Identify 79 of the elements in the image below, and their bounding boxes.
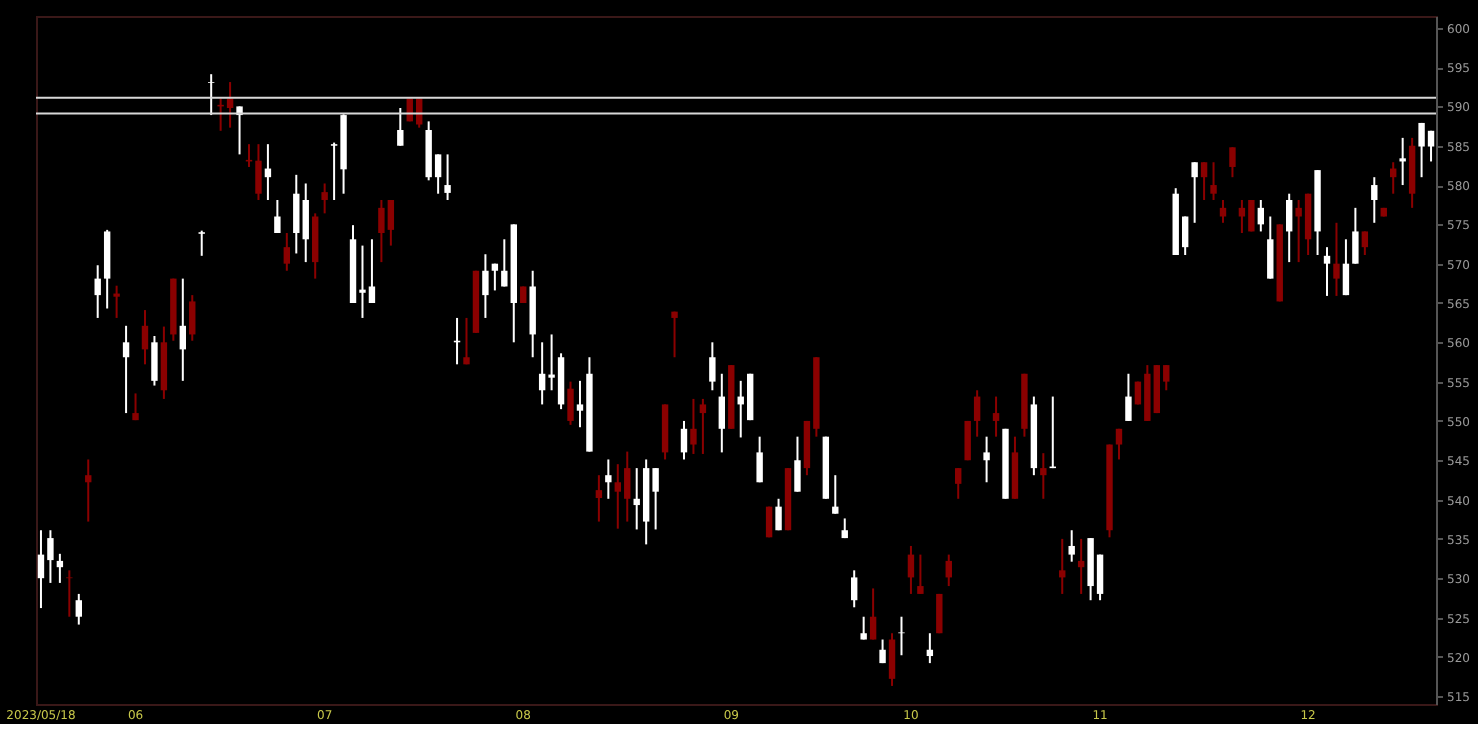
candlestick <box>907 544 915 595</box>
candlestick <box>321 182 328 215</box>
candlestick <box>1323 246 1331 297</box>
candlestick <box>1077 537 1085 595</box>
candlestick <box>869 587 877 641</box>
candlestick <box>661 403 669 461</box>
candlestick <box>851 569 858 609</box>
candlestick <box>103 228 111 310</box>
candlestick <box>945 553 952 588</box>
candlestick <box>293 173 300 255</box>
candlestick <box>690 397 697 455</box>
candlestick <box>312 212 319 280</box>
candlestick <box>1200 161 1208 201</box>
candlestick <box>1011 435 1019 500</box>
candlestick <box>794 435 801 493</box>
candlestick <box>1285 192 1293 264</box>
candlestick <box>756 435 763 484</box>
candlestick <box>680 419 688 461</box>
candlestick <box>605 458 612 500</box>
candlestick <box>1191 161 1198 224</box>
candlestick <box>151 335 158 387</box>
candlestick <box>775 497 782 532</box>
candlestick <box>482 253 489 319</box>
candlestick <box>302 182 309 264</box>
candlestick <box>1361 230 1369 257</box>
candlestick <box>1333 221 1340 297</box>
candlestick <box>1229 146 1236 179</box>
candlestick <box>718 372 726 454</box>
candlestick <box>955 467 962 500</box>
candlestick <box>1371 176 1378 224</box>
candlestick <box>444 153 451 201</box>
candlestick <box>926 632 934 665</box>
candlestick <box>198 229 205 257</box>
candlestick <box>141 309 149 366</box>
candlestick <box>992 395 1000 438</box>
candlestick <box>699 397 707 455</box>
candlestick <box>122 324 130 415</box>
candlestick <box>595 474 603 523</box>
candlestick <box>1040 452 1047 500</box>
candlestick <box>529 269 536 359</box>
candlestick <box>567 380 574 426</box>
candlestick <box>463 316 470 366</box>
candlestick <box>1059 537 1066 595</box>
candlestick <box>1257 198 1265 233</box>
candlestick <box>85 458 92 523</box>
candlestick <box>1352 206 1359 265</box>
candlestick <box>898 615 905 657</box>
candlestick <box>283 232 291 272</box>
candlestick <box>160 325 168 400</box>
candlestick <box>860 615 867 641</box>
candlestick <box>94 264 101 319</box>
candlestick <box>179 277 187 382</box>
candlestick <box>888 632 896 687</box>
candlestick <box>56 552 64 584</box>
candlestick <box>709 341 716 392</box>
candlestick <box>917 553 924 595</box>
candlestick <box>1219 198 1227 224</box>
candlestick <box>983 435 990 484</box>
candlestick <box>973 389 981 438</box>
candlestick <box>1210 161 1217 201</box>
candlestick <box>1115 427 1123 461</box>
candlestick <box>832 474 839 515</box>
candlestick <box>1068 529 1075 563</box>
candlestick <box>113 284 120 319</box>
candlestick <box>189 294 196 342</box>
candlestick <box>491 262 499 292</box>
candlestick <box>1408 136 1416 209</box>
candlestick <box>274 198 281 235</box>
candlestick <box>66 569 73 618</box>
candlestick <box>132 392 139 422</box>
candlestick <box>397 107 404 147</box>
candlestick <box>671 310 678 359</box>
candlestick <box>75 592 82 626</box>
candlestick <box>1342 238 1350 297</box>
candlestick <box>255 143 262 201</box>
candlestick <box>1267 215 1274 280</box>
candlestick <box>207 73 215 117</box>
candlestick <box>1125 372 1132 422</box>
candlestick <box>1399 136 1406 187</box>
